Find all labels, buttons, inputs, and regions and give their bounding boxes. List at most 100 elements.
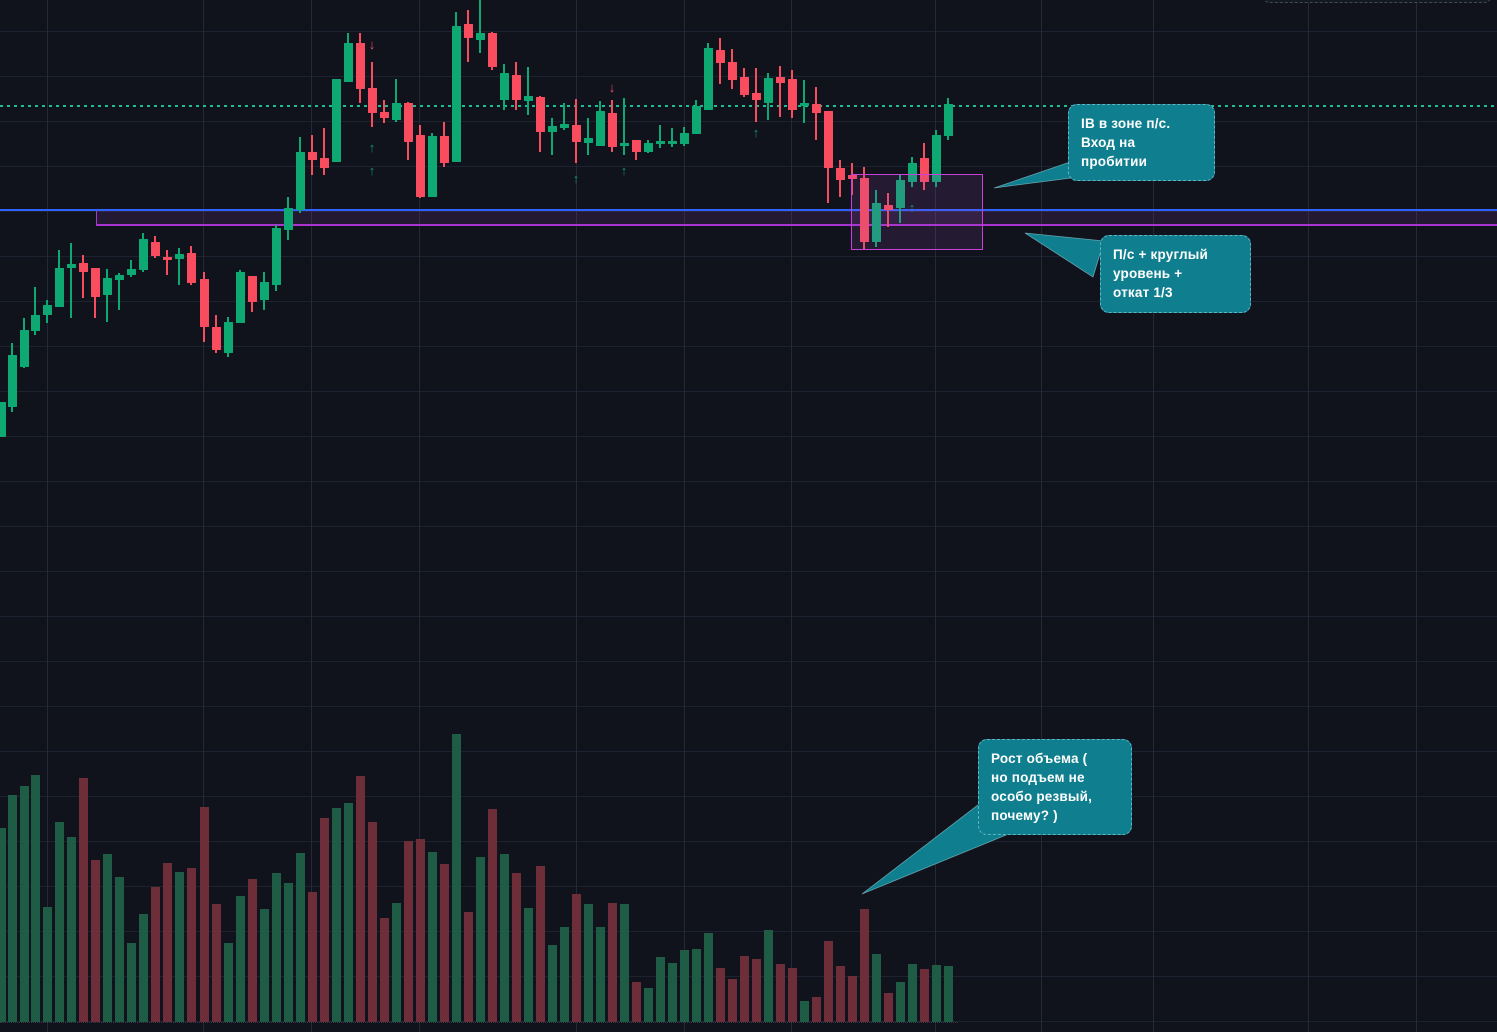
volume-bar-down: [751, 959, 761, 1022]
volume-bar-down: [511, 873, 521, 1022]
candle-wick: [851, 163, 853, 195]
volume-bar-up: [66, 837, 76, 1022]
volume-bar-down: [186, 868, 196, 1022]
candle-down: [367, 88, 377, 113]
entry-zone-box[interactable]: [851, 174, 983, 250]
volume-bar-up: [595, 927, 605, 1022]
volume-bar-up: [931, 965, 941, 1022]
volume-bar-up: [523, 908, 533, 1022]
volume-bar-down: [367, 822, 377, 1022]
volume-bar-down: [487, 809, 497, 1022]
volume-bar-up: [763, 930, 773, 1022]
volume-bar-down: [355, 776, 365, 1022]
volume-bar-up: [174, 872, 184, 1022]
candle-up: [259, 282, 269, 300]
grid-line-vertical: [684, 0, 685, 1032]
callout-level-text: П/с + круглый уровень + откат 1/3: [1113, 247, 1208, 300]
candle-up: [30, 315, 40, 331]
candle-down: [355, 43, 365, 89]
volume-bar-up: [559, 927, 569, 1022]
volume-bar-down: [859, 909, 869, 1022]
candle-down: [775, 77, 785, 83]
candle-up: [102, 278, 112, 295]
volume-bar-up: [343, 803, 353, 1022]
candle-up: [42, 305, 52, 315]
candle-up: [559, 124, 569, 128]
volume-bar-up: [223, 943, 233, 1022]
candle-down: [571, 125, 581, 142]
candle-down: [403, 103, 413, 142]
candle-down: [511, 75, 521, 100]
volume-bar-down: [403, 841, 413, 1022]
callout-entry-text: IB в зоне п/с. Вход на пробитии: [1081, 116, 1171, 169]
candle-down: [631, 140, 641, 152]
callout-entry-note[interactable]: IB в зоне п/с. Вход на пробитии: [1068, 104, 1215, 181]
grid-line-vertical: [576, 0, 577, 1032]
candle-up: [283, 208, 293, 230]
blue-level-line[interactable]: [0, 209, 1497, 211]
candle-up: [223, 322, 233, 353]
dotted-level-line[interactable]: [0, 105, 1497, 107]
candle-down: [186, 253, 196, 283]
grid-line-horizontal: [0, 31, 1497, 32]
candle-down: [319, 158, 329, 168]
candle-up: [907, 163, 917, 182]
volume-bar-up: [799, 1001, 809, 1022]
volume-bar-up: [42, 907, 52, 1022]
candle-up: [271, 228, 281, 285]
candle-up: [126, 269, 136, 275]
callout-volume-text: Рост объема ( но подъем не особо резвый,…: [991, 751, 1093, 823]
volume-bar-up: [427, 852, 437, 1022]
candle-up: [619, 143, 629, 146]
candle-wick: [395, 79, 397, 122]
grid-line-vertical: [1416, 0, 1417, 1032]
grid-line-horizontal: [0, 211, 1497, 212]
grid-line-horizontal: [0, 841, 1497, 842]
offscreen-callout[interactable]: [1262, 0, 1492, 3]
volume-bar-down: [739, 956, 749, 1022]
grid-line-horizontal: [0, 436, 1497, 437]
candle-down: [883, 205, 893, 210]
candle-down: [439, 136, 449, 163]
candle-up: [475, 33, 485, 40]
grid-line-horizontal: [0, 76, 1497, 77]
volume-bar-down: [787, 968, 797, 1022]
volume-bar-down: [811, 997, 821, 1022]
candle-up: [703, 48, 713, 110]
candle-down: [727, 62, 737, 80]
candle-wick: [166, 250, 168, 275]
volume-bar-down: [823, 941, 833, 1022]
volume-bar-down: [571, 894, 581, 1022]
volume-bar-down: [90, 860, 100, 1022]
candle-down: [859, 178, 869, 242]
volume-bar-up: [30, 775, 40, 1022]
candle-up: [763, 78, 773, 103]
candle-up: [0, 402, 6, 437]
price-zone-band[interactable]: [96, 211, 1497, 225]
candle-up: [595, 111, 605, 146]
candle-up: [499, 73, 509, 100]
grid-line-vertical: [203, 0, 204, 1032]
price-zone-band-bottom-line[interactable]: [96, 224, 1497, 226]
grid-line-horizontal: [0, 796, 1497, 797]
candle-down: [379, 112, 389, 118]
candle-wick: [479, 0, 481, 53]
callout-level-note[interactable]: П/с + круглый уровень + откат 1/3: [1100, 235, 1251, 313]
candle-wick: [587, 118, 589, 155]
candle-wick: [130, 260, 132, 277]
grid-line-vertical: [935, 0, 936, 1032]
volume-bar-up: [19, 786, 29, 1022]
level-note-tail: [1024, 232, 1105, 278]
candle-wick: [623, 98, 625, 155]
candle-up: [655, 141, 665, 144]
candle-down: [247, 276, 257, 302]
volume-bar-up: [895, 982, 905, 1022]
callout-volume-note[interactable]: Рост объема ( но подъем не особо резвый,…: [978, 739, 1132, 835]
grid-line-horizontal: [0, 526, 1497, 527]
grid-line-horizontal: [0, 571, 1497, 572]
volume-bar-up: [391, 903, 401, 1022]
volume-bar-up: [547, 945, 557, 1022]
candle-down: [919, 158, 929, 182]
